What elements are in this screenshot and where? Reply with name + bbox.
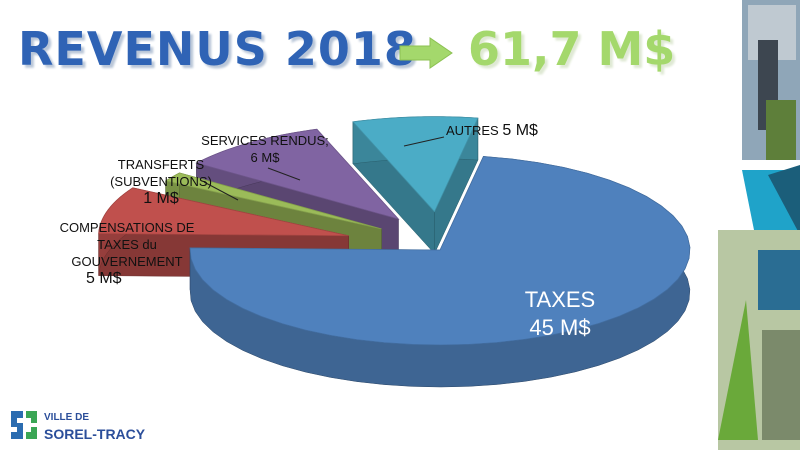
pie-slice-autres — [352, 116, 479, 255]
compensations-label-name1: COMPENSATIONS DE — [59, 220, 195, 235]
autres-label-value: 5 M$ — [502, 122, 538, 139]
logo-line2: SOREL-TRACY — [44, 426, 146, 442]
autres-label: AUTRES 5 M$ — [446, 122, 538, 139]
pie-slice-taxes — [189, 156, 691, 388]
compensations-label-name3: GOUVERNEMENT — [71, 254, 183, 269]
transferts-label: TRANSFERTS (SUBVENTIONS) 1 M$ — [96, 156, 226, 207]
compensations-label-value: 5 M$ — [86, 270, 122, 287]
pie-slice-top-compensations — [98, 187, 349, 237]
pie-slice-top-transferts — [164, 172, 382, 230]
services-label-name: SERVICES RENDUS; — [201, 133, 329, 148]
compensations-label: COMPENSATIONS DE TAXES du GOUVERNEMENT 5… — [52, 219, 202, 287]
taxes-label-name: TAXES — [524, 287, 596, 312]
transferts-label-value: 1 M$ — [143, 190, 179, 207]
right-arrow-icon — [399, 37, 453, 69]
pie-slice-top-taxes — [189, 156, 691, 346]
city-logo-icon — [11, 411, 37, 439]
logo-line1: VILLE DE — [44, 412, 90, 423]
photo-collage — [718, 0, 800, 450]
leader-transferts — [203, 181, 239, 201]
total-revenue: 61,7 M$ — [468, 22, 676, 76]
compensations-label-name2: TAXES du — [97, 237, 157, 252]
taxes-label: TAXES 45 M$ — [505, 286, 615, 342]
slide-title: REVENUS 2018 — [18, 22, 417, 76]
services-label: SERVICES RENDUS; 6 M$ — [200, 132, 330, 166]
services-label-value: 6 M$ — [250, 150, 280, 165]
green-accent-shape — [718, 300, 758, 440]
taxes-label-value: 45 M$ — [529, 315, 591, 340]
pie-slice-top-autres — [352, 116, 479, 213]
pie-slice-top-services — [195, 128, 400, 220]
transferts-label-name1: TRANSFERTS — [117, 157, 205, 172]
leader-services — [267, 167, 301, 181]
transferts-label-name2: (SUBVENTIONS) — [110, 174, 212, 189]
leader-autres — [403, 136, 445, 147]
autres-label-name: AUTRES — [446, 123, 499, 138]
